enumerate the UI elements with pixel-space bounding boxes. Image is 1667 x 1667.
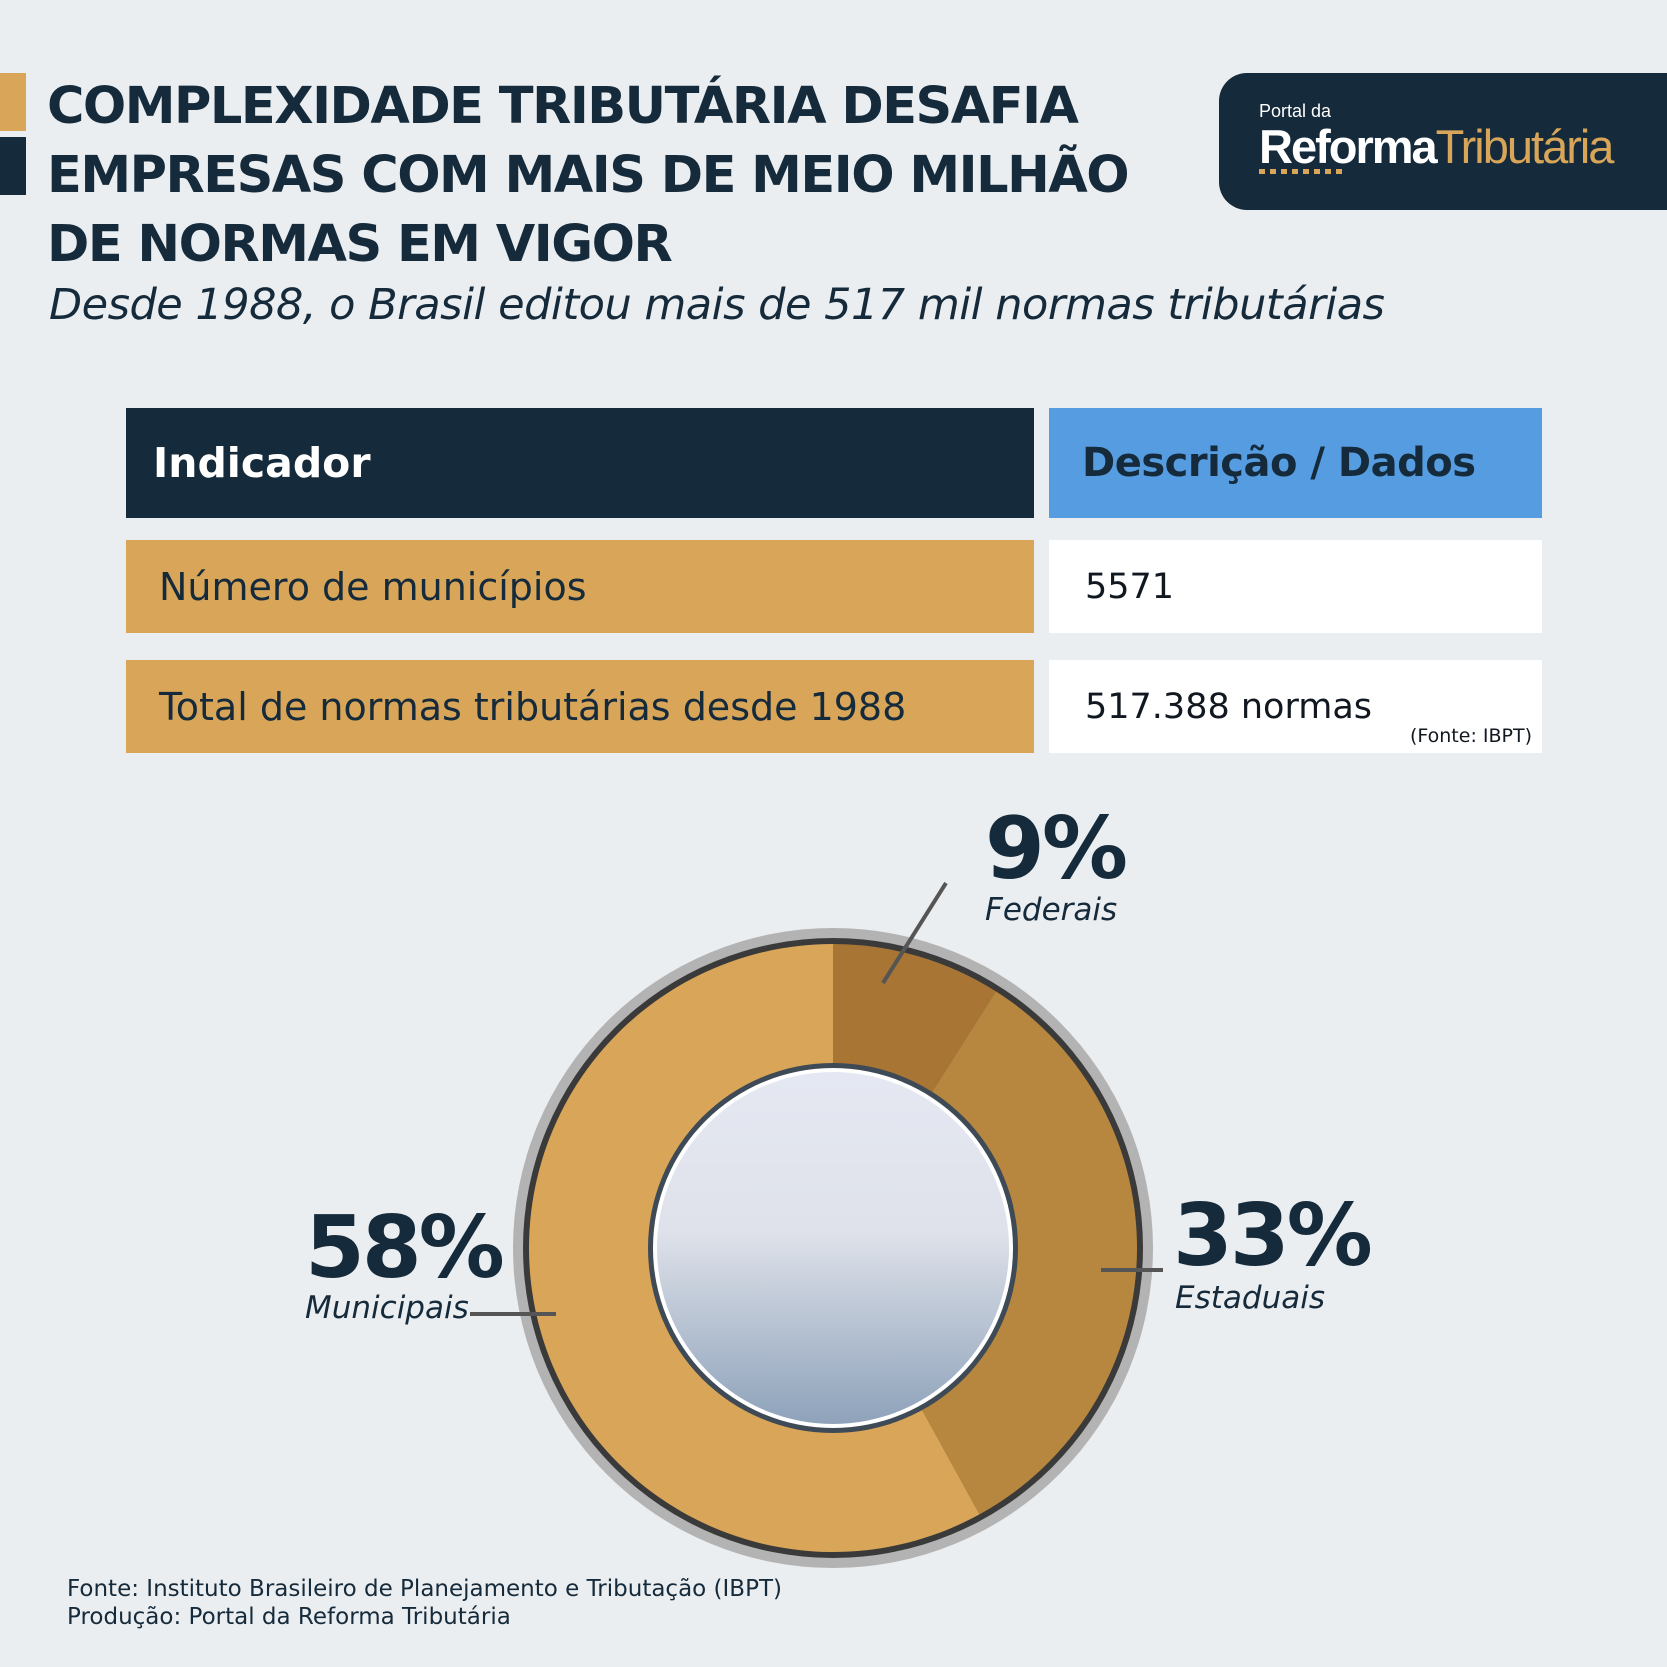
brand-logo: Portal da ReformaTributária xyxy=(1219,73,1667,210)
logo-word-tributaria: Tributária xyxy=(1435,120,1615,173)
table-row-label: Número de municípios xyxy=(126,540,1034,633)
data-label-federais: Federais xyxy=(985,892,1117,928)
logo-small-text: Portal da xyxy=(1259,101,1332,121)
donut-center xyxy=(657,1072,1009,1424)
leader-line-federais xyxy=(881,881,948,985)
table-row-value: 517.388 normas (Fonte: IBPT) xyxy=(1049,660,1542,753)
table-header-description: Descrição / Dados xyxy=(1049,408,1542,518)
footer-source: Fonte: Instituto Brasileiro de Planejame… xyxy=(67,1576,782,1602)
logo-word-reforma: Reforma xyxy=(1259,120,1438,173)
table-row-value: 5571 xyxy=(1049,540,1542,633)
accent-bar-gold xyxy=(0,73,26,131)
data-label-estaduais: Estaduais xyxy=(1175,1280,1325,1316)
data-label-municipais: Municipais xyxy=(305,1290,469,1326)
logo-wordmark: ReformaTributária xyxy=(1259,119,1615,174)
table-row-label: Total de normas tributárias desde 1988 xyxy=(126,660,1034,753)
accent-bar-navy xyxy=(0,137,26,195)
data-label-estaduais-pct: 33% xyxy=(1173,1186,1371,1286)
table-header-indicator: Indicador xyxy=(126,408,1034,518)
footer-production: Produção: Portal da Reforma Tributária xyxy=(67,1604,511,1630)
table-cell-value: 517.388 normas xyxy=(1085,686,1373,727)
table-source-note: (Fonte: IBPT) xyxy=(1409,725,1532,747)
table-cell-value: 5571 xyxy=(1085,566,1175,607)
page-subtitle: Desde 1988, o Brasil editou mais de 517 … xyxy=(49,280,1385,330)
logo-dots xyxy=(1259,169,1342,174)
footer: Fonte: Instituto Brasileiro de Planejame… xyxy=(67,1575,782,1631)
page-title: COMPLEXIDADE TRIBUTÁRIA DESAFIA EMPRESAS… xyxy=(47,77,1130,274)
data-label-municipais-pct: 58% xyxy=(305,1198,503,1298)
data-label-federais-pct: 9% xyxy=(985,799,1126,899)
